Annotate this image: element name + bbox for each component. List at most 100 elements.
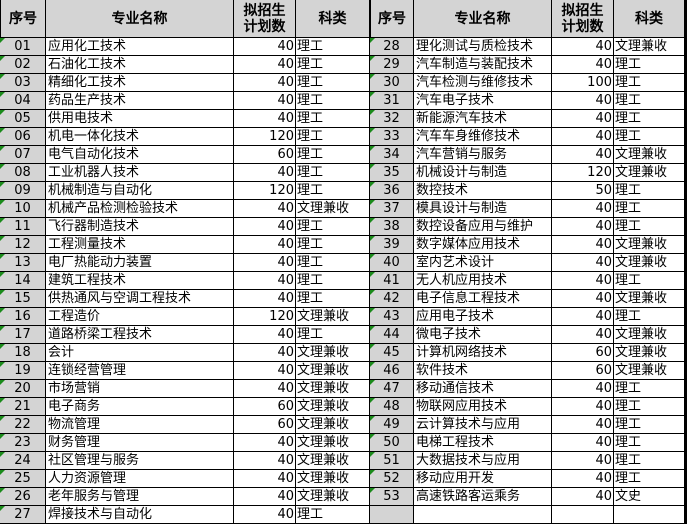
header-seq-left[interactable]: 序号 xyxy=(0,0,46,38)
table-cell-plan[interactable]: 40 xyxy=(234,38,296,56)
table-cell-plan[interactable]: 40 xyxy=(552,146,614,164)
table-cell-plan[interactable]: 50 xyxy=(552,182,614,200)
table-cell-category[interactable]: 文理兼收 xyxy=(296,434,370,452)
table-cell-category[interactable]: 文理兼收 xyxy=(614,344,685,362)
row-number-cell[interactable]: 46 xyxy=(370,362,414,380)
table-cell-plan[interactable]: 40 xyxy=(552,128,614,146)
table-cell-name[interactable]: 电气自动化技术 xyxy=(46,146,234,164)
row-number-cell[interactable]: 44 xyxy=(370,326,414,344)
table-cell-plan[interactable]: 40 xyxy=(234,272,296,290)
table-cell-name[interactable]: 焊接技术与自动化 xyxy=(46,506,234,524)
row-number-cell[interactable]: 04 xyxy=(0,92,46,110)
table-cell-plan[interactable]: 40 xyxy=(552,416,614,434)
header-plan-count-left[interactable]: 拟招生 计划数 xyxy=(234,0,296,38)
table-cell-category[interactable]: 文理兼收 xyxy=(296,200,370,218)
table-cell-name[interactable]: 汽车制造与装配技术 xyxy=(414,56,552,74)
header-major-name-right[interactable]: 专业名称 xyxy=(414,0,552,38)
table-cell-name[interactable]: 石油化工技术 xyxy=(46,56,234,74)
table-cell-plan[interactable]: 40 xyxy=(234,110,296,128)
table-cell-category[interactable]: 理工 xyxy=(614,182,685,200)
table-cell-plan[interactable]: 40 xyxy=(552,254,614,272)
table-cell-name[interactable]: 汽车营销与服务 xyxy=(414,146,552,164)
table-cell-category[interactable]: 理工 xyxy=(614,74,685,92)
table-cell-category[interactable]: 理工 xyxy=(614,272,685,290)
table-cell-plan[interactable]: 40 xyxy=(234,452,296,470)
header-seq-right[interactable]: 序号 xyxy=(370,0,414,38)
table-cell-name[interactable]: 移动通信技术 xyxy=(414,380,552,398)
table-cell-plan[interactable]: 40 xyxy=(234,470,296,488)
row-number-cell[interactable]: 51 xyxy=(370,452,414,470)
table-cell-category[interactable]: 文理兼收 xyxy=(614,146,685,164)
table-cell-name[interactable]: 飞行器制造技术 xyxy=(46,218,234,236)
row-number-cell[interactable]: 32 xyxy=(370,110,414,128)
table-cell-category[interactable]: 文理兼收 xyxy=(296,344,370,362)
row-number-cell[interactable]: 39 xyxy=(370,236,414,254)
table-cell-category[interactable]: 理工 xyxy=(614,128,685,146)
table-cell-name[interactable]: 机械设计与制造 xyxy=(414,164,552,182)
table-cell-plan[interactable]: 40 xyxy=(552,380,614,398)
table-cell-plan[interactable]: 40 xyxy=(552,272,614,290)
header-plan-count-right[interactable]: 拟招生 计划数 xyxy=(552,0,614,38)
table-cell-plan[interactable]: 40 xyxy=(552,56,614,74)
table-cell-plan[interactable]: 120 xyxy=(234,308,296,326)
table-cell-name[interactable]: 电子商务 xyxy=(46,398,234,416)
table-cell-name[interactable]: 电厂热能动力装置 xyxy=(46,254,234,272)
table-cell-plan[interactable]: 40 xyxy=(234,362,296,380)
table-cell-category[interactable]: 理工 xyxy=(296,92,370,110)
row-number-cell[interactable]: 45 xyxy=(370,344,414,362)
table-cell-plan[interactable]: 40 xyxy=(234,344,296,362)
row-number-cell[interactable]: 21 xyxy=(0,398,46,416)
table-cell-category[interactable]: 理工 xyxy=(614,470,685,488)
table-cell-category[interactable]: 理工 xyxy=(614,218,685,236)
table-cell-plan[interactable]: 40 xyxy=(234,236,296,254)
row-number-cell[interactable]: 30 xyxy=(370,74,414,92)
table-cell-category[interactable]: 文理兼收 xyxy=(296,488,370,506)
table-cell-name[interactable]: 新能源汽车技术 xyxy=(414,110,552,128)
table-cell-name[interactable]: 模具设计与制造 xyxy=(414,200,552,218)
table-cell-name[interactable]: 应用化工技术 xyxy=(46,38,234,56)
row-number-cell[interactable]: 14 xyxy=(0,272,46,290)
table-cell-plan[interactable]: 40 xyxy=(552,452,614,470)
row-number-cell[interactable]: 13 xyxy=(0,254,46,272)
table-cell-category[interactable]: 理工 xyxy=(296,506,370,524)
row-number-cell[interactable]: 20 xyxy=(0,380,46,398)
table-cell-category[interactable]: 文理兼收 xyxy=(614,326,685,344)
row-number-cell[interactable]: 11 xyxy=(0,218,46,236)
table-cell-plan[interactable]: 40 xyxy=(552,290,614,308)
row-number-cell[interactable]: 40 xyxy=(370,254,414,272)
table-cell-name[interactable]: 理化测试与质检技术 xyxy=(414,38,552,56)
table-cell-category[interactable]: 理工 xyxy=(614,200,685,218)
table-cell-category[interactable]: 理工 xyxy=(296,110,370,128)
table-cell-plan[interactable]: 40 xyxy=(234,506,296,524)
row-number-cell[interactable]: 09 xyxy=(0,182,46,200)
table-cell-name[interactable]: 数字媒体应用技术 xyxy=(414,236,552,254)
row-number-cell[interactable]: 27 xyxy=(0,506,46,524)
table-cell-category[interactable]: 理工 xyxy=(296,254,370,272)
table-cell-name[interactable]: 电梯工程技术 xyxy=(414,434,552,452)
table-cell-category[interactable]: 理工 xyxy=(614,110,685,128)
row-number-cell[interactable]: 03 xyxy=(0,74,46,92)
table-cell-category[interactable]: 理工 xyxy=(614,434,685,452)
table-cell-plan[interactable]: 60 xyxy=(552,362,614,380)
table-cell-name[interactable]: 无人机应用技术 xyxy=(414,272,552,290)
table-cell-category[interactable]: 文理兼收 xyxy=(296,470,370,488)
table-cell-name[interactable]: 软件技术 xyxy=(414,362,552,380)
table-cell-name[interactable]: 微电子技术 xyxy=(414,326,552,344)
table-cell-plan[interactable]: 60 xyxy=(552,344,614,362)
row-number-cell[interactable]: 47 xyxy=(370,380,414,398)
row-number-cell[interactable]: 49 xyxy=(370,416,414,434)
table-cell-plan[interactable]: 40 xyxy=(234,290,296,308)
table-cell-plan[interactable]: 40 xyxy=(552,218,614,236)
row-number-cell[interactable]: 38 xyxy=(370,218,414,236)
table-cell-name[interactable]: 数控技术 xyxy=(414,182,552,200)
table-cell-category[interactable]: 理工 xyxy=(614,56,685,74)
row-number-cell[interactable]: 06 xyxy=(0,128,46,146)
row-number-cell[interactable]: 10 xyxy=(0,200,46,218)
row-number-cell[interactable] xyxy=(370,506,414,524)
row-number-cell[interactable]: 28 xyxy=(370,38,414,56)
table-cell-name[interactable] xyxy=(414,506,552,524)
table-cell-name[interactable]: 机电一体化技术 xyxy=(46,128,234,146)
table-cell-category[interactable] xyxy=(614,506,685,524)
table-cell-plan[interactable]: 40 xyxy=(234,488,296,506)
table-cell-plan[interactable]: 40 xyxy=(234,74,296,92)
